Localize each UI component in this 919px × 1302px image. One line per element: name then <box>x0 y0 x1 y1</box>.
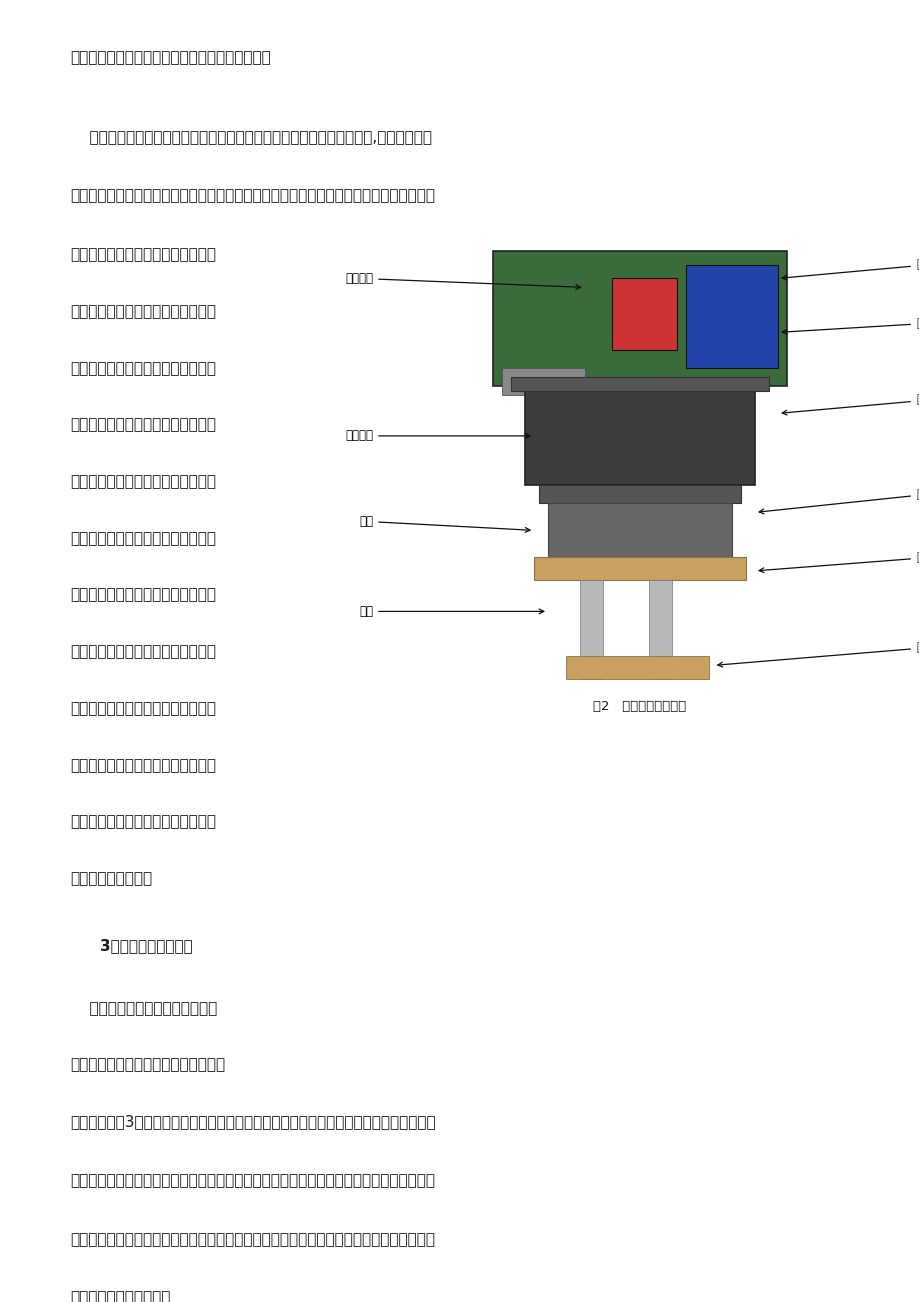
Text: 定装置也可以做动位置指示器输出轴: 定装置也可以做动位置指示器输出轴 <box>70 474 216 490</box>
Polygon shape <box>502 368 584 396</box>
Text: 两个隔离部分的中间部件。电机按控制要求输出转矩，通过多级正齿轮传递到梯形丝杆上，: 两个隔离部分的中间部件。电机按控制要求输出转矩，通过多级正齿轮传递到梯形丝杆上， <box>70 189 435 203</box>
Text: 其直行程电动执行器主要是由相互隔离的电气部分和齿轮传动部分组成,电机作为连接: 其直行程电动执行器主要是由相互隔离的电气部分和齿轮传动部分组成,电机作为连接 <box>70 130 432 145</box>
Text: 轴同步运行，通过与旗杆连接的齿条: 轴同步运行，通过与旗杆连接的齿条 <box>70 587 216 603</box>
Text: 板将输出轴位移转换成电信号，提供: 板将输出轴位移转换成电信号，提供 <box>70 644 216 659</box>
Polygon shape <box>511 378 768 391</box>
Text: 当两个信号的偏差值大于规定的死区时，控制器产生功率输出，驱动伺服电动机转动使减速: 当两个信号的偏差值大于规定的死区时，控制器产生功率输出，驱动伺服电动机转动使减速 <box>70 1173 435 1187</box>
Bar <box>580 579 603 678</box>
Text: 联接螺母: 联接螺母 <box>717 641 919 667</box>
Polygon shape <box>539 486 741 504</box>
Polygon shape <box>493 251 787 387</box>
Text: 功率驱动: 功率驱动 <box>781 393 919 415</box>
Polygon shape <box>534 557 745 579</box>
Text: 源、以直流电流为控制及反馈信号，原: 源、以直流电流为控制及反馈信号，原 <box>70 1057 225 1073</box>
Text: 输出轴: 输出轴 <box>758 488 919 514</box>
Text: 理方块图如图3所示。当控制器的输入端有一个信号输入时，此信号与位置信号进行比较，: 理方块图如图3所示。当控制器的输入端有一个信号输入时，此信号与位置信号进行比较， <box>70 1115 436 1129</box>
Text: 行程标尺: 行程标尺 <box>758 551 919 573</box>
Text: 电动执行机构是以电动机为驱动: 电动执行机构是以电动机为驱动 <box>70 1001 217 1016</box>
Text: 给智能控制板作为比较信号和阀位反: 给智能控制板作为比较信号和阀位反 <box>70 700 216 716</box>
Text: 入信号相对应的位置上。: 入信号相对应的位置上。 <box>70 1290 170 1302</box>
Text: 由两机械限位保护。: 由两机械限位保护。 <box>70 871 152 887</box>
Text: 个防止传动的止转环输出轴的径向锁: 个防止传动的止转环输出轴的径向锁 <box>70 418 216 432</box>
Text: 行程传递到阀楝行机构输出轴带有一: 行程传递到阀楝行机构输出轴带有一 <box>70 361 216 376</box>
Text: 此梯形螺杆通过自锁的输出轴将直线: 此梯形螺杆通过自锁的输出轴将直线 <box>70 305 216 319</box>
Text: 图2   智能电动执行机构: 图2 智能电动执行机构 <box>593 700 686 713</box>
Text: 器的输出轴朝减小这一偏差的方向转动，直到偏差小于死区为止。此时输出轴就稳定在与输: 器的输出轴朝减小这一偏差的方向转动，直到偏差小于死区为止。此时输出轴就稳定在与输 <box>70 1232 435 1247</box>
Text: 支架: 支架 <box>358 605 543 618</box>
Text: 控制器: 控制器 <box>781 316 919 335</box>
Bar <box>649 579 672 678</box>
Text: 梯形丝杆通过螺纹变换转矩为推力因: 梯形丝杆通过螺纹变换转矩为推力因 <box>70 247 216 263</box>
Text: 条板上的两个主限位开关开限制，并: 条板上的两个主限位开关开限制，并 <box>70 814 216 829</box>
Text: 止动环上连有一个旗杆，旗杆随输出: 止动环上连有一个旗杆，旗杆随输出 <box>70 531 216 546</box>
Polygon shape <box>612 279 676 350</box>
Polygon shape <box>548 504 732 557</box>
Text: 伺服电机: 伺服电机 <box>345 430 529 443</box>
Polygon shape <box>525 387 754 486</box>
Text: 显示器: 显示器 <box>781 258 919 280</box>
Text: 轻，功能强、操作方便，已广泛应用于工业控制。: 轻，功能强、操作方便，已广泛应用于工业控制。 <box>70 49 270 65</box>
Text: 壳体: 壳体 <box>358 514 529 533</box>
Polygon shape <box>686 264 777 368</box>
Text: 3、执行机构工作原理: 3、执行机构工作原理 <box>100 937 193 953</box>
Text: 馈输出同时执行机构的行程也可由齿: 馈输出同时执行机构的行程也可由齿 <box>70 758 216 772</box>
Polygon shape <box>566 656 709 678</box>
Text: 传动部分: 传动部分 <box>345 272 580 289</box>
